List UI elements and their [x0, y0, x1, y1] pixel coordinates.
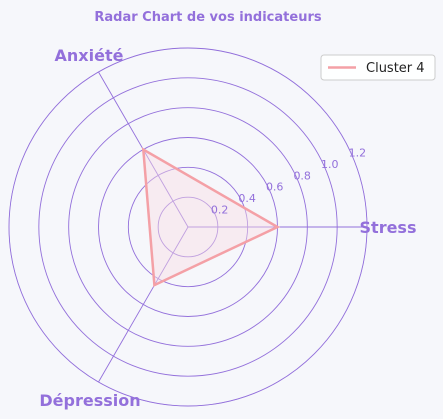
axis-label-stress: Stress — [360, 218, 417, 237]
chart-title: Radar Chart de vos indicateurs — [94, 10, 321, 25]
tick-label-1-2: 1.2 — [349, 147, 367, 160]
tick-label-0-2: 0.2 — [211, 204, 229, 217]
radar-labels: 0.2 0.4 0.6 0.8 1.0 1.2 Stress Anxiété Dépressio… — [39, 46, 416, 410]
series-fill-0 — [143, 149, 278, 286]
tick-label-1-0: 1.0 — [321, 158, 339, 171]
axis-label-anxiété: Anxiété — [55, 46, 124, 65]
series-line-0 — [141, 147, 281, 288]
radar-grid — [8, 47, 368, 407]
radar-series — [141, 147, 281, 288]
legend-box — [320, 54, 436, 81]
tick-label-0-8: 0.8 — [293, 169, 311, 182]
tick-label-0-6: 0.6 — [266, 181, 284, 194]
legend-label-cluster-4: Cluster 4 — [366, 61, 425, 76]
axis-label-dépression: Dépression — [39, 391, 140, 410]
tick-label-0-4: 0.4 — [238, 192, 256, 205]
axis-spoke-dépression — [98, 226, 189, 383]
legend: Cluster 4 — [320, 54, 436, 81]
